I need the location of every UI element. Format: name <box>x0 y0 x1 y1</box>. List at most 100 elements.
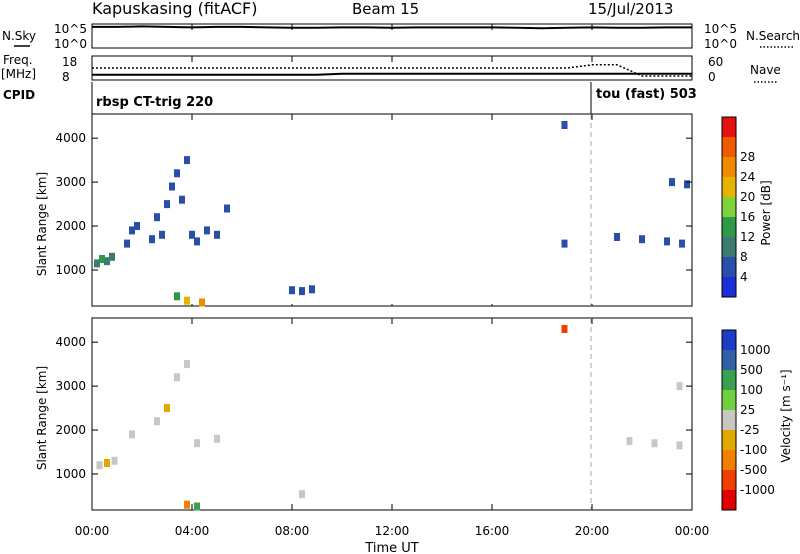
nave-tick-top: 60 <box>708 55 723 69</box>
y-tick-label: 4000 <box>55 335 86 349</box>
x-tick-label: 20:00 <box>575 524 610 538</box>
x-axis-label: Time UT <box>364 541 418 554</box>
power-colorbar-cells <box>721 116 737 298</box>
colorbar-cell <box>722 370 736 391</box>
velocity-point <box>174 373 180 382</box>
velocity-colorbar-tick: -100 <box>740 443 767 457</box>
freq-line <box>92 72 692 76</box>
colorbar-cell <box>722 157 736 178</box>
freq-series <box>92 64 692 77</box>
power-point <box>224 204 230 213</box>
power-point <box>664 237 670 246</box>
power-point <box>561 239 568 248</box>
colorbar-frame <box>721 329 737 511</box>
colorbar-cell <box>722 177 736 198</box>
power-colorbar-tick: 8 <box>740 250 748 264</box>
freq-label-2: [MHz] <box>1 67 36 81</box>
colorbar-cell <box>722 137 736 158</box>
colorbar-frame <box>721 116 737 298</box>
power-point <box>104 257 110 266</box>
power-panel: 1000 2000 3000 4000 Slant Range [km] <box>35 113 693 307</box>
power-point <box>639 235 645 244</box>
power-point <box>149 235 155 244</box>
velocity-point <box>651 439 658 448</box>
power-ylabel: Slant Range [km] <box>35 172 49 276</box>
power-point <box>309 285 315 294</box>
power-point <box>199 298 205 307</box>
power-point <box>684 180 690 189</box>
velocity-colorbar-tick: 25 <box>740 403 755 417</box>
power-point <box>614 233 620 241</box>
power-point <box>179 195 185 204</box>
y-tick-label: 1000 <box>55 467 86 481</box>
power-point <box>124 239 130 248</box>
station-title: Kapuskasing (fitACF) <box>92 0 257 18</box>
nsky-tick-left-bottom: 10^0 <box>54 37 87 51</box>
freq-tick-top: 18 <box>62 55 77 69</box>
power-point <box>134 222 140 230</box>
power-point <box>679 239 685 248</box>
velocity-point <box>96 461 103 470</box>
velocity-colorbar-tick: -500 <box>740 463 767 477</box>
velocity-point <box>194 502 200 511</box>
colorbar-cell <box>722 490 736 511</box>
nave-line <box>92 64 692 77</box>
power-point <box>174 169 180 178</box>
y-tick-label: 2000 <box>55 219 86 233</box>
colorbar-cell <box>722 257 736 278</box>
cpid-label: CPID <box>3 88 35 102</box>
colorbar-cell <box>722 217 736 238</box>
velocity-point <box>129 430 135 439</box>
power-colorbar-tick: 16 <box>740 210 755 224</box>
velocity-point <box>184 360 190 369</box>
power-point <box>174 292 180 301</box>
nsky-tick-left-top: 10^5 <box>54 22 87 36</box>
power-point <box>561 121 568 129</box>
velocity-point <box>676 441 683 450</box>
colorbar-cell <box>722 450 736 471</box>
nsky-tick-right-top: 10^5 <box>704 22 737 36</box>
x-tick-label: 08:00 <box>275 524 310 538</box>
colorbar-cell <box>722 390 736 411</box>
velocity-colorbar-tick: 100 <box>740 383 763 397</box>
power-point <box>109 252 115 261</box>
velocity-point <box>104 459 110 467</box>
y-tick-label: 2000 <box>55 423 86 437</box>
power-point <box>154 213 160 222</box>
velocity-colorbar-tick: 1000 <box>740 343 771 357</box>
velocity-ylabel: Slant Range [km] <box>35 366 49 470</box>
velocity-point <box>626 437 633 445</box>
velocity-point <box>194 439 200 448</box>
power-point <box>169 182 175 191</box>
velocity-colorbar-tick: -1000 <box>740 483 775 497</box>
freq-label-1: Freq. <box>3 53 33 67</box>
x-tick-label: 12:00 <box>375 524 410 538</box>
colorbar-cell <box>722 330 736 351</box>
velocity-colorbar-tick: -25 <box>740 423 760 437</box>
colorbar-cell <box>722 350 736 371</box>
velocity-point <box>299 490 305 499</box>
velocity-points <box>96 325 683 511</box>
x-axis-ticks: 00:00 04:00 08:00 12:00 16:00 20:00 00:00 <box>75 24 709 538</box>
power-colorbar-tick: 4 <box>740 270 748 284</box>
power-point <box>194 237 200 246</box>
x-tick-label: 16:00 <box>475 524 510 538</box>
power-colorbar: 4 8 12 16 20 24 28 Power [dB] <box>721 116 773 298</box>
power-point <box>159 230 165 239</box>
date-label: 15/Jul/2013 <box>588 0 673 18</box>
power-panel-frame <box>91 113 693 307</box>
x-tick-label: 00:00 <box>75 524 110 538</box>
power-point <box>289 286 295 295</box>
y-tick-label: 1000 <box>55 263 86 277</box>
freq-tick-bottom: 8 <box>62 70 70 84</box>
velocity-point <box>184 500 190 509</box>
power-point <box>669 178 675 187</box>
colorbar-cell <box>722 430 736 451</box>
velocity-panel-frame <box>91 317 693 511</box>
velocity-point <box>164 404 170 413</box>
cpid-program-2: tou (fast) 503 <box>596 87 697 102</box>
y-tick-label: 3000 <box>55 175 86 189</box>
cpid-program-1: rbsp CT-trig 220 <box>96 95 213 110</box>
velocity-point <box>561 325 568 333</box>
y-tick-label: 3000 <box>55 379 86 393</box>
